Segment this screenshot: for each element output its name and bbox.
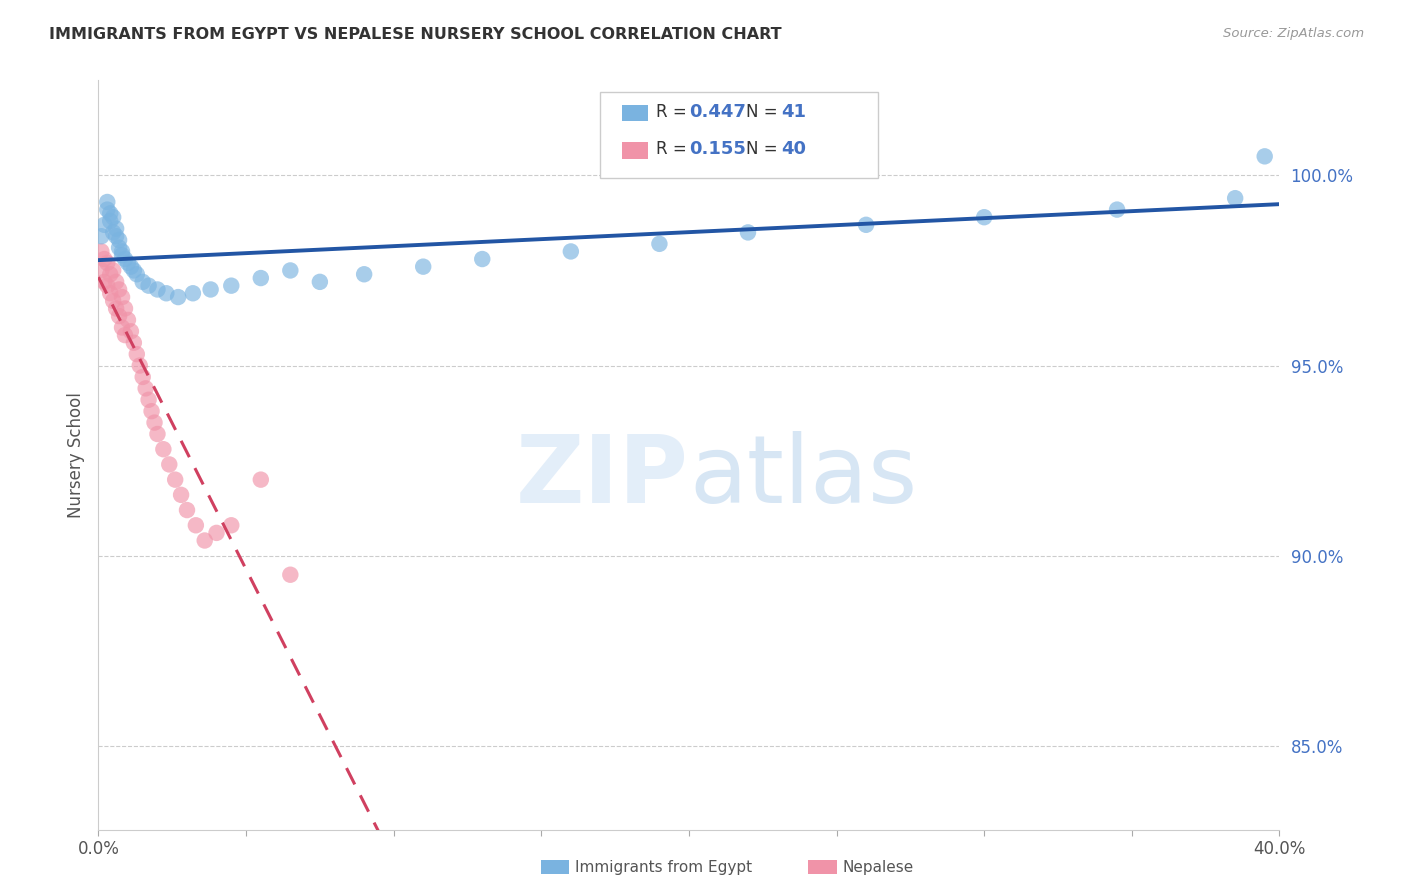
Point — [90, 263, 112, 277]
Text: ZIP: ZIP — [516, 432, 689, 524]
Point — [105, 229, 128, 244]
Point — [167, 290, 190, 304]
Point — [200, 283, 222, 297]
Point — [114, 328, 136, 343]
Point — [560, 244, 582, 259]
Point — [138, 278, 160, 293]
Point — [973, 211, 995, 225]
Point — [111, 244, 134, 259]
Point — [194, 533, 217, 548]
Point — [205, 525, 228, 540]
Point — [855, 218, 877, 232]
Point — [120, 324, 142, 338]
Point — [132, 370, 155, 384]
Text: N =: N = — [745, 140, 783, 158]
FancyBboxPatch shape — [600, 92, 877, 178]
Text: R =: R = — [655, 103, 692, 120]
Point — [157, 458, 180, 472]
Point — [280, 263, 302, 277]
FancyBboxPatch shape — [621, 105, 648, 121]
Point — [309, 275, 332, 289]
Text: Source: ZipAtlas.com: Source: ZipAtlas.com — [1223, 27, 1364, 40]
Point — [105, 275, 128, 289]
Point — [471, 252, 494, 266]
Point — [155, 286, 177, 301]
Point — [114, 301, 136, 316]
Text: 0.447: 0.447 — [689, 103, 745, 120]
Point — [138, 392, 160, 407]
Point — [108, 233, 131, 247]
FancyBboxPatch shape — [621, 143, 648, 159]
Point — [96, 278, 118, 293]
Point — [184, 518, 207, 533]
Point — [98, 206, 121, 220]
Point — [146, 427, 169, 442]
Point — [93, 218, 115, 232]
Point — [98, 286, 121, 301]
Point — [152, 442, 174, 457]
Point — [105, 301, 128, 316]
Point — [111, 320, 134, 334]
Point — [108, 283, 131, 297]
Point — [114, 252, 136, 266]
Point — [103, 211, 125, 225]
Point — [141, 404, 163, 418]
Point — [1225, 191, 1247, 205]
Point — [122, 335, 145, 350]
Point — [93, 275, 115, 289]
Text: Nepalese: Nepalese — [842, 860, 914, 874]
Point — [105, 221, 128, 235]
Point — [96, 194, 118, 209]
Point — [103, 226, 125, 240]
Text: IMMIGRANTS FROM EGYPT VS NEPALESE NURSERY SCHOOL CORRELATION CHART: IMMIGRANTS FROM EGYPT VS NEPALESE NURSER… — [49, 27, 782, 42]
Point — [280, 567, 302, 582]
Point — [117, 256, 139, 270]
Text: N =: N = — [745, 103, 783, 120]
Point — [98, 214, 121, 228]
Point — [143, 416, 166, 430]
Point — [412, 260, 434, 274]
Point — [221, 278, 243, 293]
Point — [176, 503, 198, 517]
Point — [250, 271, 273, 285]
Point — [125, 347, 148, 361]
Point — [250, 473, 273, 487]
Point — [90, 244, 112, 259]
Point — [117, 313, 139, 327]
Point — [128, 359, 150, 373]
Point — [96, 256, 118, 270]
Y-axis label: Nursery School: Nursery School — [66, 392, 84, 518]
Point — [165, 473, 187, 487]
Point — [120, 260, 142, 274]
Point — [135, 381, 157, 395]
Point — [98, 267, 121, 281]
Point — [1107, 202, 1129, 217]
Text: 0.155: 0.155 — [689, 140, 745, 158]
Point — [122, 263, 145, 277]
Text: atlas: atlas — [689, 432, 917, 524]
Point — [181, 286, 204, 301]
Point — [111, 290, 134, 304]
Point — [221, 518, 243, 533]
Point — [93, 252, 115, 266]
Point — [132, 275, 155, 289]
Point — [90, 229, 112, 244]
Text: R =: R = — [655, 140, 692, 158]
Point — [96, 202, 118, 217]
Text: 41: 41 — [782, 103, 806, 120]
Text: 40: 40 — [782, 140, 806, 158]
Point — [737, 226, 759, 240]
Point — [170, 488, 193, 502]
Point — [1254, 149, 1277, 163]
Point — [103, 263, 125, 277]
Point — [111, 248, 134, 262]
Point — [353, 267, 375, 281]
Text: Immigrants from Egypt: Immigrants from Egypt — [575, 860, 752, 874]
Point — [648, 236, 671, 251]
Point — [125, 267, 148, 281]
Point — [108, 241, 131, 255]
Point — [103, 293, 125, 308]
Point — [108, 309, 131, 323]
Point — [146, 283, 169, 297]
